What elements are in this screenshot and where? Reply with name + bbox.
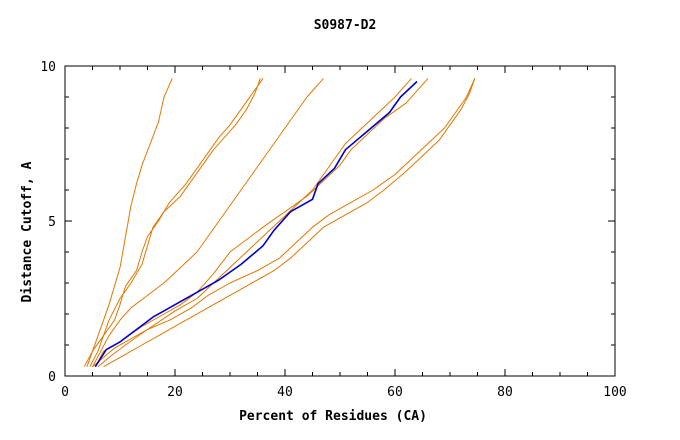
x-tick-label: 40 <box>277 385 293 400</box>
x-tick-label: 100 <box>603 385 626 400</box>
series-line <box>86 78 173 367</box>
y-tick-label: 0 <box>48 370 56 385</box>
y-tick-label: 5 <box>48 215 56 230</box>
y-tick-label: 10 <box>40 60 56 75</box>
series-line <box>97 78 412 368</box>
series-line <box>103 78 476 368</box>
series-line <box>94 78 429 367</box>
highlight-series-line <box>94 80 418 368</box>
series-line <box>92 78 476 368</box>
series-line <box>89 78 261 367</box>
chart-title: S0987-D2 <box>314 18 377 33</box>
x-tick-label: 80 <box>497 385 513 400</box>
x-tick-label: 20 <box>167 385 183 400</box>
x-axis-label: Percent of Residues (CA) <box>239 409 427 424</box>
x-tick-label: 0 <box>61 385 69 400</box>
x-tick-label: 60 <box>387 385 403 400</box>
ticks-layer: 0 20 40 60 80 100 0 5 10 <box>40 60 626 400</box>
y-axis-label: Distance Cutoff, A <box>20 161 35 302</box>
series-line <box>92 78 324 367</box>
series-line <box>83 78 264 367</box>
series-layer <box>83 78 476 368</box>
